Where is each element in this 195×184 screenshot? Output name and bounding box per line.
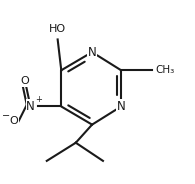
Text: +: + bbox=[35, 95, 42, 104]
Text: HO: HO bbox=[49, 24, 66, 34]
Text: O: O bbox=[21, 76, 29, 86]
Text: N: N bbox=[26, 100, 35, 113]
Text: O: O bbox=[10, 116, 19, 126]
Text: N: N bbox=[88, 46, 97, 59]
Text: −: − bbox=[2, 112, 10, 121]
Text: N: N bbox=[117, 100, 125, 113]
Text: CH₃: CH₃ bbox=[156, 65, 175, 75]
